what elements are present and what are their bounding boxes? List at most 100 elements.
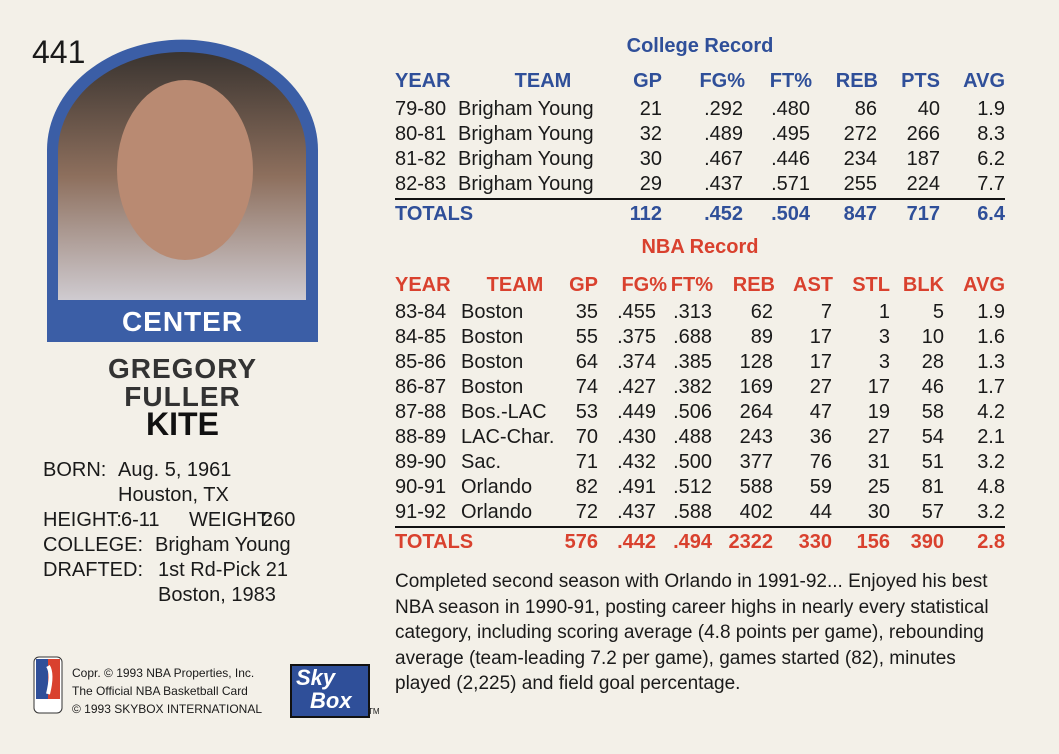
table-cell: 53 xyxy=(575,401,598,423)
table-cell: 76 xyxy=(809,451,832,473)
table-cell: 62 xyxy=(750,301,773,323)
table-cell: Bos.-LAC xyxy=(461,401,547,423)
table-cell: 83-84 xyxy=(395,301,447,323)
table-cell: .292 xyxy=(704,98,743,120)
table-cell: .488 xyxy=(673,426,712,448)
totals-cell: TOTALS xyxy=(395,531,474,553)
table-cell: 224 xyxy=(906,173,940,195)
table-cell: 58 xyxy=(921,401,944,423)
totals-cell: 6.4 xyxy=(977,203,1005,225)
column-header: REB xyxy=(732,274,775,296)
table-cell: 128 xyxy=(739,351,773,373)
bio-label: BORN: xyxy=(43,459,107,481)
table-cell: 4.2 xyxy=(977,401,1005,423)
column-header: GP xyxy=(633,70,662,92)
table-cell: 3 xyxy=(878,326,890,348)
table-cell: 54 xyxy=(921,426,944,448)
table-cell: 17 xyxy=(867,376,890,398)
table-cell: 81-82 xyxy=(395,148,447,170)
table-cell: .385 xyxy=(673,351,712,373)
column-header: FT% xyxy=(670,274,713,296)
table-cell: .437 xyxy=(704,173,743,195)
table-cell: 59 xyxy=(809,476,832,498)
table-cell: Orlando xyxy=(461,476,533,498)
skybox-logo xyxy=(290,664,370,718)
bio-value: 6-11 xyxy=(121,509,160,531)
table-cell: .427 xyxy=(617,376,656,398)
photo-face xyxy=(117,80,253,260)
column-header: AVG xyxy=(963,70,1005,92)
position: CENTER xyxy=(121,306,244,337)
table-cell: 46 xyxy=(921,376,944,398)
first-name: GREGORY xyxy=(107,353,258,384)
bio-value: 260 xyxy=(262,509,296,531)
table-cell: 89 xyxy=(750,326,773,348)
table-cell: 35 xyxy=(575,301,598,323)
logo-text: Sky xyxy=(296,665,336,690)
table-cell: Brigham Young xyxy=(458,148,594,170)
table-cell: Brigham Young xyxy=(458,98,594,120)
table-cell: 27 xyxy=(809,376,832,398)
table-cell: 31 xyxy=(867,451,890,473)
totals-cell: 2.8 xyxy=(977,531,1005,553)
table-cell: 82 xyxy=(575,476,598,498)
copyright: © 1993 SKYBOX INTERNATIONAL xyxy=(72,702,263,716)
totals-cell: TOTALS xyxy=(395,203,474,225)
totals-cell: 2322 xyxy=(728,531,774,553)
table-cell: LAC-Char. xyxy=(461,426,555,448)
table-cell: .489 xyxy=(704,123,743,145)
totals-cell: 847 xyxy=(843,203,877,225)
column-header: STL xyxy=(852,274,890,296)
table-cell: 17 xyxy=(809,326,832,348)
rule xyxy=(395,198,1005,200)
table-title: NBA Record xyxy=(641,236,759,258)
copyright: The Official NBA Basketball Card xyxy=(72,684,248,698)
table-cell: 1.6 xyxy=(977,326,1005,348)
totals-cell: .452 xyxy=(704,203,743,225)
column-header: BLK xyxy=(902,274,944,296)
table-cell: 243 xyxy=(739,426,773,448)
column-header: YEAR xyxy=(395,274,451,296)
table-cell: 187 xyxy=(906,148,940,170)
table-cell: 1.9 xyxy=(977,301,1005,323)
table-cell: 89-90 xyxy=(395,451,447,473)
summary: Completed second season with Orlando in … xyxy=(395,571,989,694)
table-cell: 3.2 xyxy=(977,451,1005,473)
totals-cell: .504 xyxy=(771,203,810,225)
table-cell: Brigham Young xyxy=(458,123,594,145)
table-cell: 272 xyxy=(843,123,877,145)
bio-label: WEIGHT: xyxy=(189,509,273,531)
bio-value: Brigham Young xyxy=(155,534,291,556)
column-header: AVG xyxy=(963,274,1005,296)
table-cell: 87-88 xyxy=(395,401,447,423)
table-title: College Record xyxy=(626,35,774,57)
table-cell: 79-80 xyxy=(395,98,447,120)
column-header: REB xyxy=(835,70,878,92)
table-cell: .449 xyxy=(617,401,656,423)
table-cell: 1.3 xyxy=(977,351,1005,373)
table-cell: Sac. xyxy=(461,451,502,473)
table-cell: 21 xyxy=(639,98,662,120)
table-cell: Boston xyxy=(461,301,524,323)
totals-cell: 576 xyxy=(564,531,598,553)
totals-cell: 390 xyxy=(910,531,944,553)
table-cell: 40 xyxy=(917,98,940,120)
table-cell: 82-83 xyxy=(395,173,447,195)
table-cell: 91-92 xyxy=(395,501,447,523)
column-header: TEAM xyxy=(486,274,544,296)
bio-value: 1st Rd-Pick 21 xyxy=(158,559,289,581)
table-cell: .382 xyxy=(673,376,712,398)
table-cell: 86 xyxy=(854,98,877,120)
table-cell: 30 xyxy=(639,148,662,170)
table-cell: 30 xyxy=(867,501,890,523)
table-cell: Orlando xyxy=(461,501,533,523)
table-cell: 27 xyxy=(867,426,890,448)
column-header: FG% xyxy=(699,70,745,92)
table-cell: 72 xyxy=(575,501,598,523)
table-cell: 377 xyxy=(739,451,773,473)
totals-cell: .442 xyxy=(617,531,656,553)
table-cell: 55 xyxy=(575,326,598,348)
table-cell: 74 xyxy=(575,376,598,398)
table-cell: 588 xyxy=(739,476,773,498)
bio-label: COLLEGE: xyxy=(43,534,144,556)
